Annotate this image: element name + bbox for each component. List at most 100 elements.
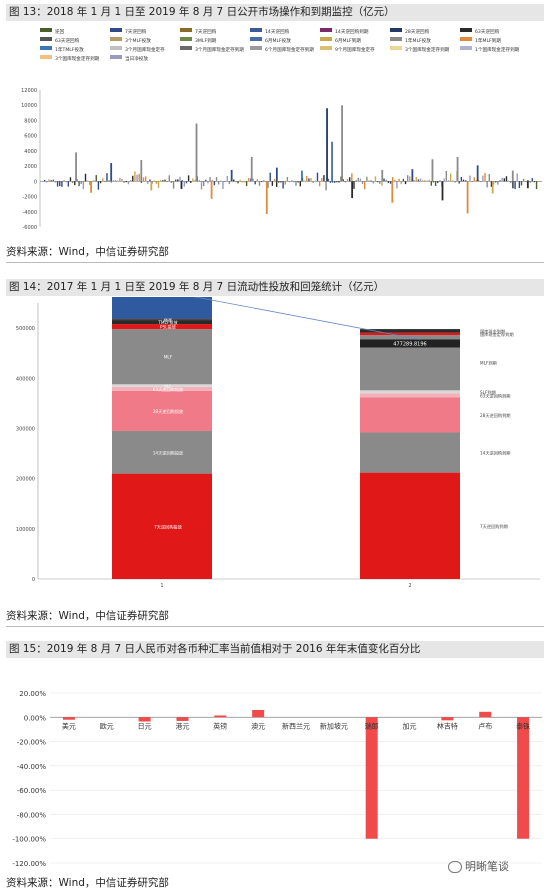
bar: [80, 181, 82, 184]
bar: [134, 171, 136, 182]
figure-14-title: 图 14：2017 年 1 月 1 日至 2019 年 8 月 7 日流动性投放…: [6, 279, 544, 296]
bar: [385, 179, 387, 182]
bar: [140, 160, 143, 182]
bar: [326, 108, 328, 182]
bar: [84, 173, 87, 182]
bar: [275, 167, 278, 182]
bar: [533, 181, 536, 183]
bar: [329, 181, 332, 183]
y-tick-label: -2000: [22, 195, 37, 201]
bar: [222, 181, 224, 189]
bar: [192, 178, 194, 182]
bar: [454, 181, 456, 183]
legend-swatch: [320, 37, 332, 41]
y-tick-label: 300000: [16, 426, 35, 432]
bar: [263, 180, 265, 182]
y-tick-label: -80.00%: [17, 811, 47, 819]
bar: [529, 181, 531, 183]
segment-label: 28天逆回购到期: [480, 412, 510, 419]
bar: [280, 181, 282, 183]
bar: [368, 180, 370, 182]
bar: [108, 180, 110, 182]
y-tick-label: 6000: [24, 134, 37, 140]
x-tick-label: 新加坡元: [320, 721, 348, 730]
bar: [101, 178, 104, 182]
bar: [210, 181, 213, 199]
stack-segment: [360, 329, 460, 333]
bar: [297, 181, 299, 183]
bar: [237, 181, 239, 184]
legend-label: 当日净投放: [125, 55, 148, 62]
bar: [479, 711, 492, 718]
bar: [439, 180, 441, 182]
bar: [235, 181, 237, 183]
bar: [516, 173, 518, 182]
bar: [59, 181, 61, 187]
bar: [180, 181, 183, 189]
bar: [449, 173, 452, 182]
bar: [194, 179, 196, 182]
watermark: 明晰笔谈: [448, 858, 509, 874]
segment-label: PSL投放: [160, 324, 177, 331]
bar: [501, 177, 503, 182]
bar: [486, 181, 488, 188]
figure-13-chart: 逆回 7天逆回购 7天逆回购 14天逆回购 14天逆回购到期 28天逆回购 63天逆回购 63…: [21, 28, 542, 231]
y-tick-label: -20.00%: [17, 739, 47, 747]
bar: [90, 181, 92, 193]
bar: [366, 176, 368, 182]
bar: [65, 181, 67, 183]
y-tick-label: 4000: [24, 149, 37, 155]
bar: [469, 175, 471, 182]
bar: [428, 179, 430, 182]
legend-swatch: [460, 46, 472, 50]
bar: [422, 180, 424, 182]
bar: [138, 173, 140, 182]
bar: [475, 180, 478, 182]
bar: [372, 181, 375, 184]
bar: [518, 181, 521, 188]
y-tick-label: 400000: [16, 376, 35, 382]
bar: [78, 181, 80, 187]
bar: [176, 717, 189, 721]
bar: [138, 717, 151, 722]
bar: [318, 181, 321, 187]
bar: [527, 179, 529, 182]
bar: [157, 181, 160, 188]
bar: [374, 176, 377, 182]
bar: [185, 181, 188, 184]
bar: [522, 178, 525, 182]
bar: [140, 181, 143, 183]
bar: [351, 173, 353, 182]
bar: [398, 178, 400, 182]
bar: [342, 179, 344, 182]
legend-swatch: [40, 28, 52, 32]
bar: [241, 181, 243, 183]
segment-label: MLF: [164, 355, 173, 360]
bar: [400, 181, 402, 185]
bar: [267, 181, 269, 188]
bar: [340, 176, 342, 182]
bar: [269, 172, 271, 182]
y-tick-label: 100000: [16, 527, 35, 533]
x-tick-label: 澳元: [251, 721, 265, 730]
bar: [482, 175, 484, 182]
x-tick-label: 港元: [175, 721, 189, 730]
bar: [295, 181, 297, 186]
segment-label: 国库现金定存到期: [480, 331, 514, 338]
bar: [495, 181, 497, 183]
bar: [97, 181, 100, 190]
bar: [387, 181, 390, 183]
bar: [325, 181, 327, 191]
bar: [273, 178, 276, 182]
bar: [48, 179, 50, 182]
segment-label: 14天逆回购投放: [153, 449, 184, 456]
bar: [299, 181, 301, 187]
legend-label: 7天逆回购: [195, 28, 217, 35]
figure-14-source: 资料来源：Wind，中信证券研究部: [6, 610, 169, 622]
bar: [413, 180, 415, 182]
bar: [195, 123, 198, 182]
x-tick-label: 加元: [403, 721, 417, 730]
bar: [477, 179, 480, 182]
bar: [75, 152, 77, 182]
bar: [351, 181, 354, 199]
